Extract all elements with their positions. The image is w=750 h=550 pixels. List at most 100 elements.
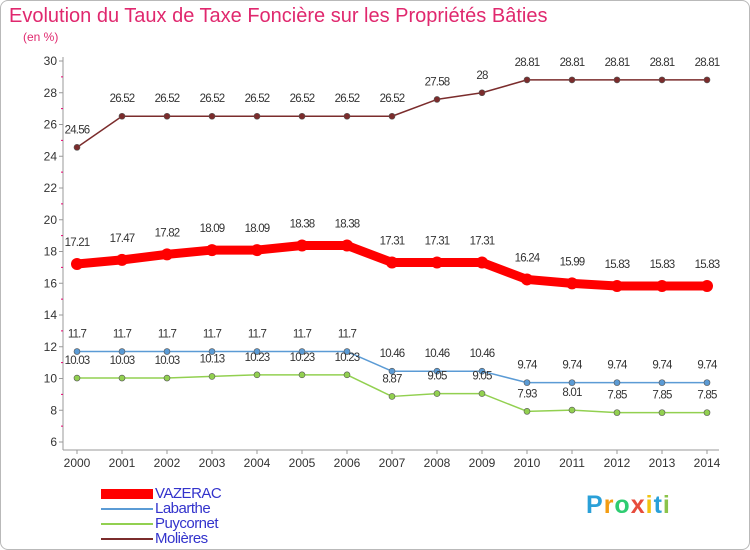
data-point-puycornet — [658, 409, 666, 416]
data-point-puycornet — [388, 393, 396, 400]
data-label-puycornet: 7.85 — [607, 390, 627, 402]
legend-label-molieres: Molières — [155, 530, 208, 547]
data-label-molieres: 28.81 — [650, 57, 675, 69]
data-label-molieres: 28.81 — [605, 57, 630, 69]
x-tick-label: 2008 — [424, 456, 451, 470]
data-point-molieres — [658, 76, 666, 84]
data-point-molieres — [118, 112, 126, 120]
data-point-puycornet — [343, 371, 351, 379]
x-tick-label: 2012 — [604, 456, 631, 470]
data-point-vazerac — [386, 256, 398, 269]
data-label-puycornet: 10.23 — [290, 352, 315, 364]
data-point-labarthe — [658, 379, 666, 386]
data-label-puycornet: 7.85 — [697, 390, 717, 402]
data-point-vazerac — [341, 239, 353, 252]
data-point-vazerac — [611, 279, 623, 292]
data-point-vazerac — [71, 258, 83, 271]
data-label-vazerac: 17.47 — [110, 233, 135, 245]
legend-swatch-labarthe — [101, 507, 153, 510]
y-tick-label: 18 — [44, 245, 58, 259]
data-point-labarthe — [433, 367, 441, 375]
chart-title: Evolution du Taux de Taxe Foncière sur l… — [9, 5, 548, 27]
data-label-vazerac: 18.09 — [200, 223, 225, 235]
data-label-puycornet: 10.03 — [155, 355, 180, 367]
data-point-molieres — [163, 112, 171, 120]
data-point-molieres — [73, 144, 81, 151]
data-label-puycornet: 8.87 — [382, 373, 402, 385]
data-label-puycornet: 7.85 — [652, 390, 672, 402]
y-tick-label: 26 — [44, 118, 58, 132]
data-label-molieres: 26.52 — [380, 93, 405, 105]
brand-logo: Proxiti — [586, 491, 671, 520]
data-label-labarthe: 11.7 — [113, 329, 132, 341]
data-point-molieres — [478, 89, 486, 97]
data-point-labarthe — [163, 348, 171, 355]
data-label-vazerac: 18.38 — [335, 218, 360, 230]
data-point-molieres — [343, 112, 351, 120]
data-point-molieres — [613, 76, 621, 84]
data-point-molieres — [523, 76, 531, 84]
data-label-labarthe: 9.74 — [652, 360, 673, 372]
data-point-labarthe — [73, 348, 81, 355]
data-label-vazerac: 17.31 — [380, 235, 405, 247]
data-point-puycornet — [478, 390, 486, 397]
data-point-labarthe — [298, 348, 306, 355]
x-tick-label: 2002 — [154, 456, 181, 470]
x-tick-label: 2007 — [379, 456, 406, 470]
legend-swatch-vazerac — [101, 488, 153, 499]
data-label-vazerac: 16.24 — [515, 252, 541, 264]
x-tick-label: 2001 — [109, 456, 136, 470]
data-label-molieres: 28.81 — [515, 57, 540, 69]
data-label-puycornet: 8.01 — [562, 387, 582, 399]
data-point-labarthe — [703, 379, 711, 386]
data-point-molieres — [253, 112, 261, 120]
data-point-vazerac — [566, 277, 578, 290]
data-label-molieres: 26.52 — [110, 93, 135, 105]
data-label-molieres: 28.81 — [695, 57, 720, 69]
data-point-puycornet — [253, 371, 261, 379]
legend-swatch-molieres — [101, 537, 153, 540]
data-label-labarthe: 11.7 — [248, 329, 267, 341]
data-label-vazerac: 15.83 — [650, 259, 675, 271]
brand-letter: x — [630, 491, 646, 519]
data-point-puycornet — [163, 374, 171, 382]
data-label-labarthe: 9.74 — [562, 360, 583, 372]
data-label-labarthe: 10.46 — [425, 348, 450, 360]
data-label-labarthe: 11.7 — [68, 329, 87, 341]
data-label-labarthe: 10.46 — [470, 348, 495, 360]
data-point-labarthe — [343, 348, 351, 355]
x-tick-label: 2000 — [64, 456, 91, 470]
data-label-labarthe: 9.74 — [607, 360, 628, 372]
data-label-molieres: 27.58 — [425, 76, 450, 88]
data-point-puycornet — [298, 371, 306, 379]
data-point-labarthe — [523, 379, 531, 386]
data-label-vazerac: 17.31 — [425, 235, 450, 247]
data-label-molieres: 26.52 — [200, 93, 225, 105]
data-point-molieres — [703, 76, 711, 84]
data-point-vazerac — [701, 279, 713, 292]
data-point-molieres — [388, 112, 396, 120]
y-tick-label: 10 — [44, 372, 58, 386]
data-label-vazerac: 15.83 — [605, 259, 630, 271]
legend-label-labarthe: Labarthe — [155, 500, 211, 517]
chart-subtitle: (en %) — [23, 30, 59, 44]
legend-label-puycornet: Puycornet — [155, 515, 219, 532]
data-point-puycornet — [613, 409, 621, 416]
brand-letter: t — [653, 491, 663, 519]
data-point-puycornet — [208, 373, 216, 380]
data-labels-layer: 11.7 11.7 11.7 11.7 11.7 11.7 11.7 10.46 10.46 10… — [65, 57, 721, 402]
axes: 6 8 10 12 14 16 18 20 22 24 26 28 30 2000 2001 2002 2003… — [44, 54, 721, 470]
data-label-labarthe: 9.74 — [697, 360, 718, 372]
data-label-vazerac: 18.38 — [290, 218, 315, 230]
x-tick-label: 2009 — [469, 456, 496, 470]
data-point-labarthe — [568, 379, 576, 386]
data-label-vazerac: 17.82 — [155, 227, 180, 239]
x-tick-label: 2014 — [694, 456, 721, 470]
data-label-puycornet: 10.23 — [245, 352, 270, 364]
data-point-vazerac — [116, 253, 128, 266]
brand-letter: i — [662, 491, 671, 519]
data-point-labarthe — [118, 348, 126, 355]
data-point-labarthe — [613, 379, 621, 386]
